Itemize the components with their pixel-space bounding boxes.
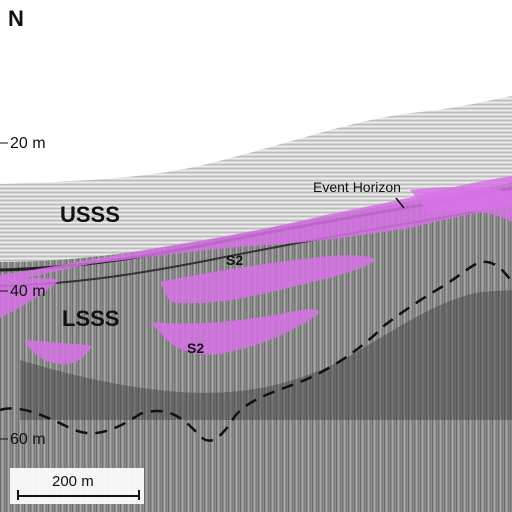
depth-label-40: 40 m [10,283,46,300]
north-label: N [8,6,24,31]
event-horizon-leader [395,197,405,209]
depth-label-60: 60 m [10,431,46,448]
s2-label-upper: S2 [226,252,244,268]
lsss-label: LSSS [62,306,120,331]
usss-label: USSS [60,202,120,227]
scale-bar-label: 200 m [52,473,94,490]
lower-sediment-body [0,182,512,512]
s2-label-lower: S2 [187,340,205,356]
magenta-lens-lower-s2 [150,309,319,355]
dark-lower-zone [20,290,512,420]
dashed-basement-line [0,260,512,442]
magenta-layer-top [0,176,512,284]
magenta-lens-upper-s2 [160,255,376,304]
event-horizon-label: Event Horizon [313,179,401,195]
depth-label-20: 20 m [10,135,46,152]
magenta-wedge-left [0,277,60,318]
magenta-pocket-left [24,340,92,365]
magenta-cap-right [410,187,512,222]
scale-bar-background [10,468,144,504]
